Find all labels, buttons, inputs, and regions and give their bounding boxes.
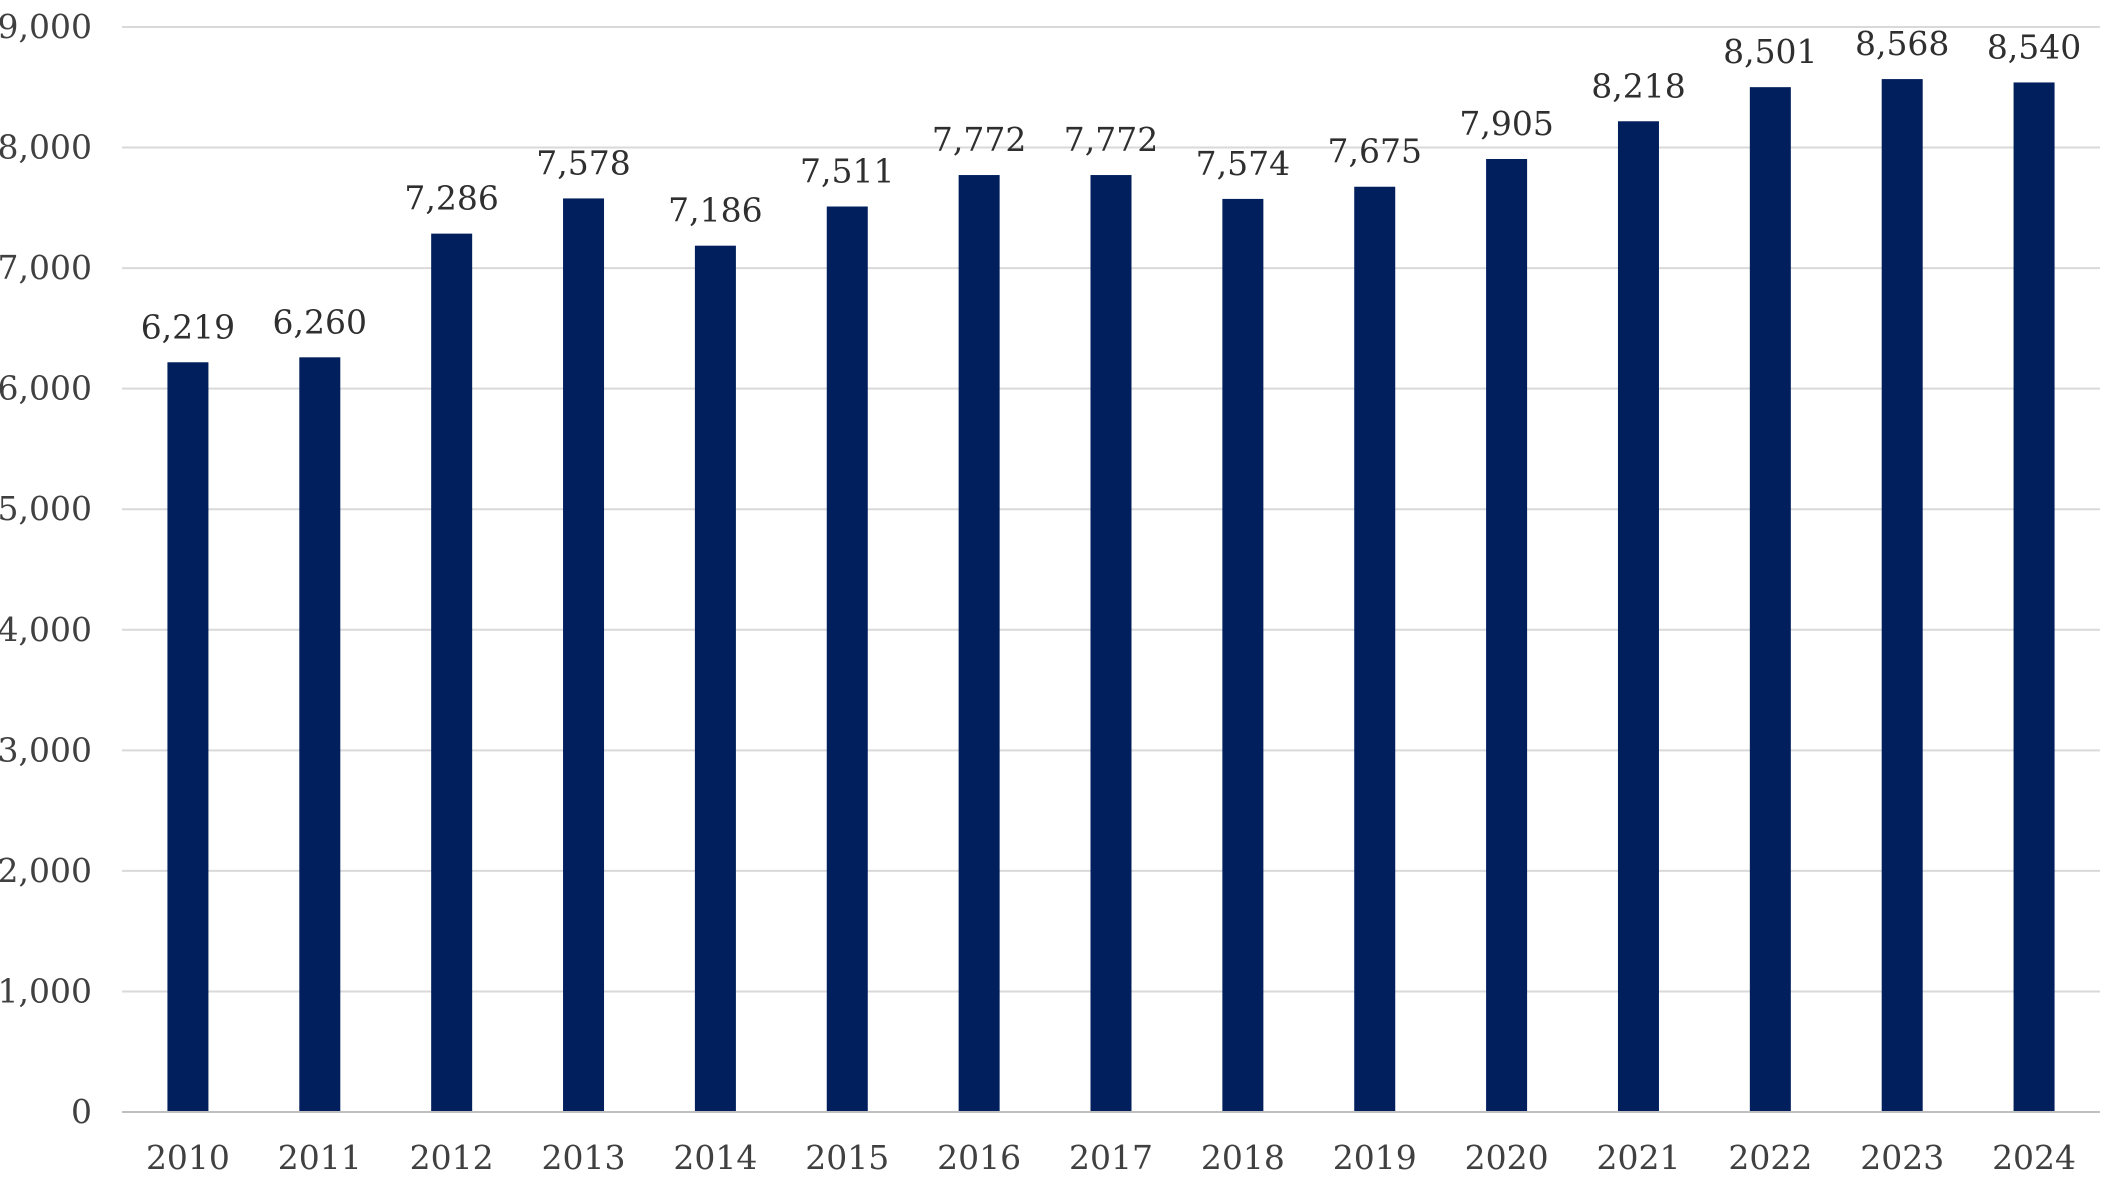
data-label-2019: 7,675: [1327, 132, 1421, 171]
bar-2010: [167, 362, 209, 1112]
bar-2017: [1090, 175, 1132, 1112]
bar-2024: [2013, 82, 2055, 1112]
data-label-2017: 7,772: [1064, 120, 1158, 159]
x-axis-tick-labels: 2010 2011 2012 2013 2014 2015 2016 2017 2018 2019…: [146, 1138, 2076, 1177]
x-tick-label-2014: 2014: [673, 1138, 757, 1177]
y-tick-label: 1,000: [0, 971, 92, 1010]
data-label-2020: 7,905: [1459, 104, 1553, 143]
x-tick-label-2018: 2018: [1201, 1138, 1285, 1177]
x-tick-label-2021: 2021: [1596, 1138, 1680, 1177]
data-label-2016: 7,772: [932, 120, 1026, 159]
x-tick-label-2023: 2023: [1860, 1138, 1944, 1177]
bar-2011: [299, 357, 341, 1112]
bar-2021: [1617, 121, 1659, 1113]
bar-2015: [826, 206, 868, 1113]
x-tick-label-2012: 2012: [410, 1138, 494, 1177]
x-tick-label-2024: 2024: [1992, 1138, 2076, 1177]
bar-2019: [1354, 186, 1396, 1113]
bar-2014: [694, 245, 736, 1113]
x-tick-label-2019: 2019: [1333, 1138, 1417, 1177]
bar-2013: [563, 198, 605, 1112]
x-tick-label-2015: 2015: [805, 1138, 889, 1177]
y-tick-label: 3,000: [0, 730, 92, 769]
x-tick-label-2022: 2022: [1728, 1138, 1812, 1177]
data-label-2015: 7,511: [800, 152, 894, 191]
bar-2023: [1881, 79, 1923, 1113]
data-label-2011: 6,260: [273, 302, 367, 341]
data-label-2023: 8,568: [1855, 24, 1949, 63]
x-tick-label-2011: 2011: [278, 1138, 362, 1177]
bar-2022: [1749, 87, 1791, 1112]
y-tick-label: 0: [71, 1092, 92, 1131]
bar-2020: [1486, 159, 1528, 1113]
y-tick-label: 9,000: [0, 7, 92, 46]
y-tick-label: 2,000: [0, 851, 92, 890]
data-label-2024: 8,540: [1987, 27, 2081, 66]
x-tick-label-2020: 2020: [1465, 1138, 1549, 1177]
data-label-2013: 7,578: [536, 143, 630, 182]
y-tick-label: 6,000: [0, 369, 92, 408]
bar-2012: [431, 233, 473, 1113]
data-label-2014: 7,186: [668, 191, 762, 230]
x-tick-label-2016: 2016: [937, 1138, 1021, 1177]
x-tick-label-2013: 2013: [542, 1138, 626, 1177]
y-tick-label: 7,000: [0, 248, 92, 287]
data-label-2010: 6,219: [141, 307, 235, 346]
data-labels: 6,219 6,260 7,286 7,578 7,186 7,511 7,772 7,772…: [141, 24, 2082, 346]
data-label-2018: 7,574: [1196, 144, 1290, 183]
y-axis-tick-labels: 0 1,000 2,000 3,000 4,000 5,000 6,000 7,000 8,00…: [0, 7, 92, 1131]
y-tick-label: 4,000: [0, 610, 92, 649]
x-tick-label-2010: 2010: [146, 1138, 230, 1177]
bar-2016: [958, 175, 1000, 1112]
data-label-2012: 7,286: [404, 179, 498, 218]
bars: [167, 79, 2055, 1113]
x-tick-label-2017: 2017: [1069, 1138, 1153, 1177]
data-label-2021: 8,218: [1591, 66, 1685, 105]
data-label-2022: 8,501: [1723, 32, 1817, 71]
bar-2018: [1222, 198, 1264, 1112]
y-tick-label: 5,000: [0, 489, 92, 528]
y-tick-label: 8,000: [0, 128, 92, 167]
